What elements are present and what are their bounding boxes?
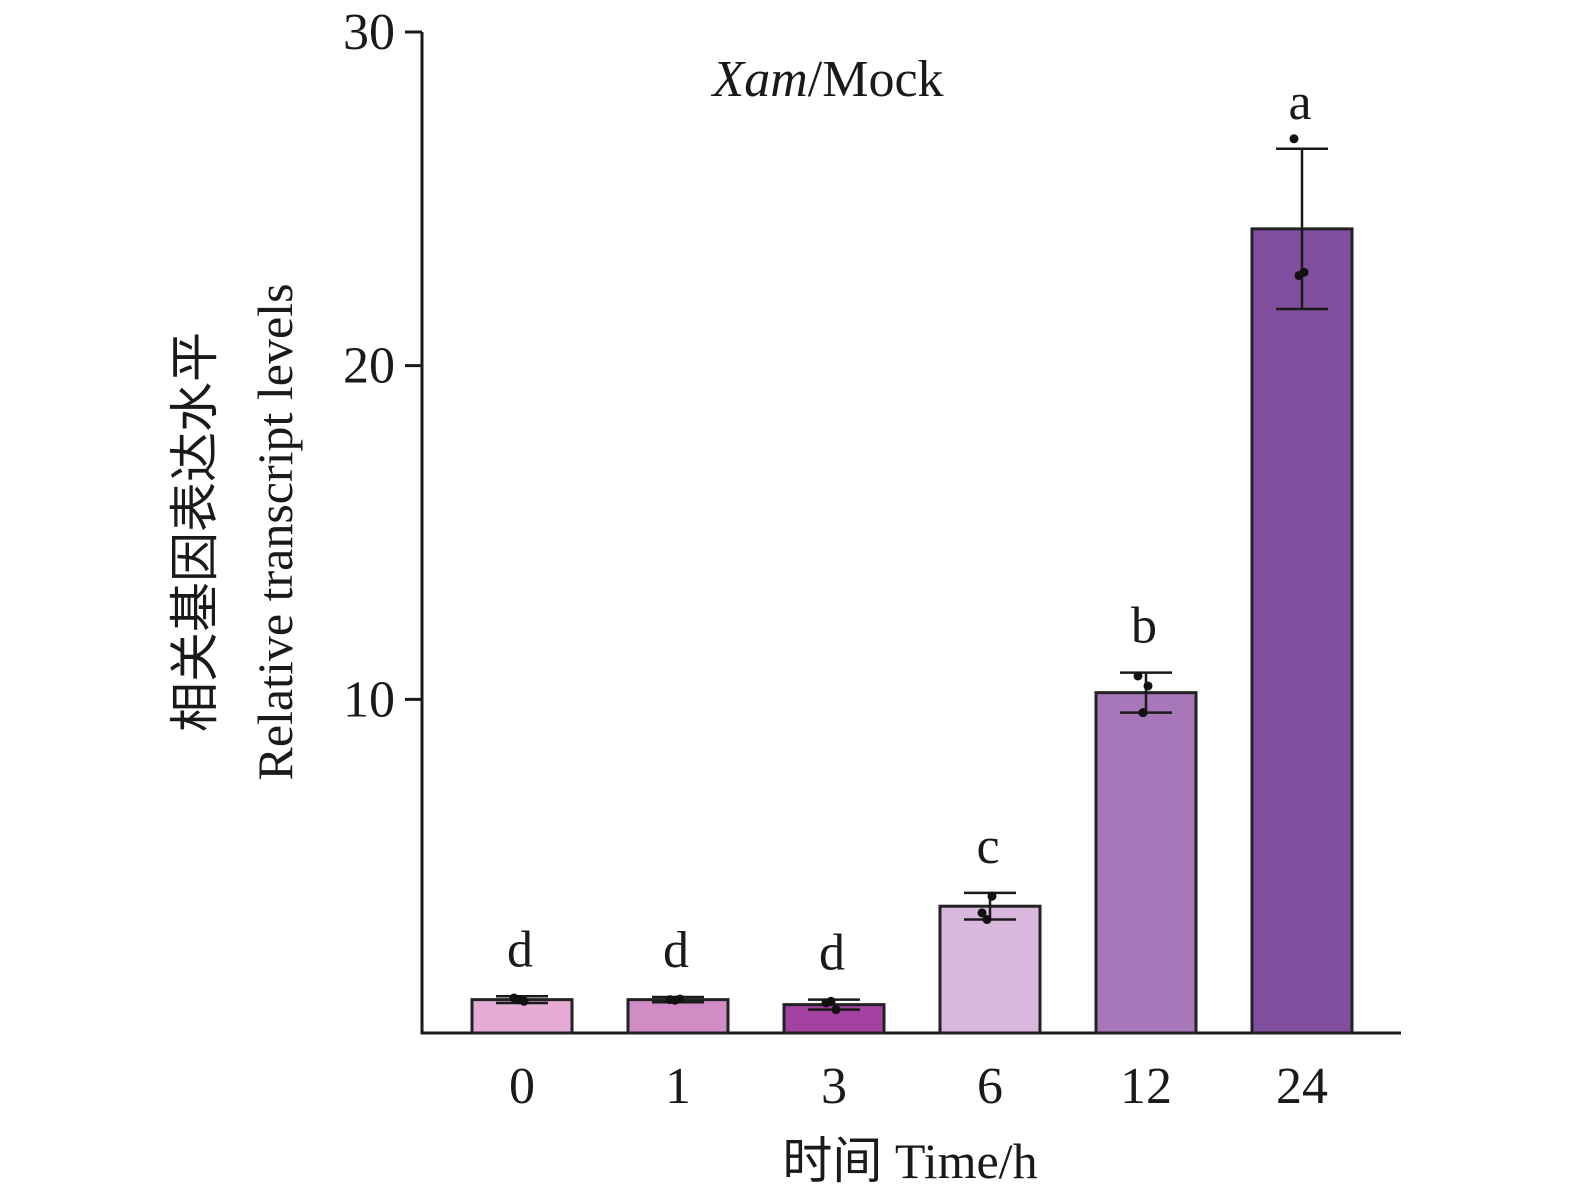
x-tick-label: 1	[665, 1058, 691, 1115]
x-tick-label: 0	[509, 1058, 535, 1115]
data-point	[1138, 708, 1148, 718]
data-point	[1294, 271, 1304, 281]
chart-title-italic: Xam	[710, 51, 807, 108]
data-point	[831, 1005, 841, 1015]
bar	[1250, 227, 1354, 1035]
y-tick-label: 30	[343, 4, 395, 61]
data-point	[1133, 671, 1143, 681]
data-point	[826, 996, 836, 1006]
chart-title: Xam/Mock	[710, 51, 943, 108]
y-axis-label-cn: 相关基因表达水平	[167, 332, 223, 732]
x-tick-label: 12	[1120, 1058, 1172, 1115]
significance-label: a	[1288, 74, 1311, 131]
chart-title-normal: /Mock	[808, 51, 944, 108]
significance-label: d	[663, 922, 689, 979]
data-point	[1143, 681, 1153, 691]
data-point	[977, 908, 987, 918]
x-tick-label: 6	[977, 1058, 1003, 1115]
y-ticks: 10 20 30	[343, 4, 422, 728]
data-point	[982, 915, 992, 925]
y-tick-label: 10	[343, 671, 395, 728]
significance-label: c	[976, 818, 999, 875]
y-tick-label: 20	[343, 338, 395, 395]
bar	[1094, 691, 1198, 1035]
significance-label: d	[507, 921, 533, 978]
x-axis-label: 时间 Time/h	[782, 1133, 1037, 1189]
bar	[938, 904, 1042, 1035]
data-point	[514, 995, 524, 1005]
bar	[626, 998, 730, 1035]
x-tick-label: 24	[1276, 1058, 1328, 1115]
data-point	[670, 995, 680, 1005]
x-tick-label: 3	[821, 1058, 847, 1115]
y-axis-label-en: Relative transcript levels	[247, 283, 303, 780]
y-axis-label: 相关基因表达水平 Relative transcript levels	[167, 283, 303, 780]
x-ticks: 0 1 3 6 12 24	[509, 1058, 1328, 1115]
data-point	[987, 891, 997, 901]
data-point	[1289, 134, 1299, 144]
significance-label: d	[819, 925, 845, 982]
bars: d d d c b a	[470, 74, 1354, 1035]
significance-label: b	[1131, 598, 1157, 655]
